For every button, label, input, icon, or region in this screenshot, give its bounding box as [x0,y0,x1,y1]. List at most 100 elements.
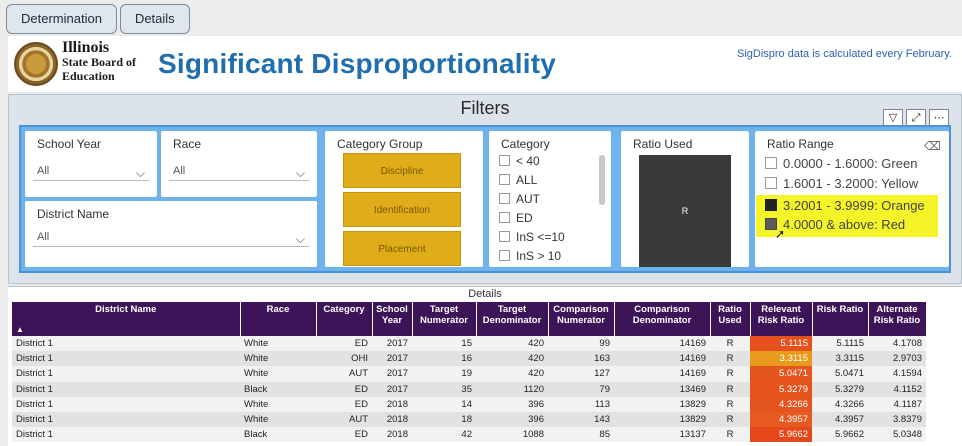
table-row[interactable]: District 1 White OHI 2017 16 420 163 14169 R 3.31… [12,351,926,367]
tab-details[interactable]: Details [119,4,190,34]
checkbox-checked[interactable] [765,218,777,230]
sort-ascending-icon[interactable]: ▲ [16,325,24,334]
school-year-value: All [37,165,50,177]
category-option[interactable]: InS > 10 [499,248,561,265]
column-header[interactable]: Comparison Denominator [614,302,711,336]
table-cell: District 1 [12,351,240,367]
focus-mode-icon[interactable]: ⤢ [906,109,926,127]
category-option[interactable]: ALL [499,172,537,189]
details-table: District Name ▲ Race Category School Year… [12,302,927,443]
table-cell: ED [316,427,372,443]
table-cell: 143 [548,411,614,428]
tab-determination[interactable]: Determination [6,4,117,34]
district-name-dropdown[interactable]: All ⌵ [33,227,309,247]
table-cell: District 1 [12,411,240,428]
category-option[interactable]: < 40 [499,153,540,170]
checkbox-checked[interactable] [765,199,777,211]
column-header[interactable]: Relevant Risk Ratio [750,302,813,336]
table-cell: 2017 [372,351,412,367]
report-tabs: Determination Details [6,4,190,34]
column-header[interactable]: Ratio Used [710,302,751,336]
category-option-label: InS <=10 [516,230,565,244]
table-row[interactable]: District 1 Black ED 2017 35 1120 79 13469 R 5.327… [12,381,926,397]
ratio-used-label: Ratio Used [633,137,693,151]
page-title: Significant Disproportionality [158,48,557,79]
table-cell: 2017 [372,366,412,382]
column-header[interactable]: District Name ▲ [12,302,241,336]
checkbox[interactable] [499,212,510,223]
table-row[interactable]: District 1 Black ED 2018 42 1088 85 13137 R 5.966… [12,427,926,443]
column-header[interactable]: Comparison Numerator [548,302,615,336]
eraser-icon[interactable]: ⌫ [924,139,941,153]
column-header[interactable]: Category [316,302,373,336]
checkbox[interactable] [499,174,510,185]
race-slicer: Race All ⌵ [161,131,317,197]
column-header[interactable]: Risk Ratio [812,302,869,336]
table-cell: Black [240,381,316,397]
race-label: Race [173,137,202,151]
category-group-discipline-button[interactable]: Discipline [343,153,461,188]
table-cell: 2017 [372,336,412,352]
ratio-range-option-label: 1.6001 - 3.2000: Yellow [783,176,919,191]
table-cell: 35 [412,381,476,397]
column-header[interactable]: Target Numerator [412,302,477,336]
checkbox[interactable] [499,193,510,204]
checkbox[interactable] [499,250,510,261]
column-header[interactable]: Alternate Risk Ratio [868,302,927,336]
table-row[interactable]: District 1 White AUT 2017 19 420 127 14169 R 5.04… [12,366,926,382]
table-cell: 5.9662 [750,427,812,443]
column-header[interactable]: Target Denominator [476,302,549,336]
ratio-range-option-yellow[interactable]: 1.6001 - 3.2000: Yellow [763,175,918,193]
column-header-label: District Name [95,304,157,315]
checkbox[interactable] [499,155,510,166]
table-cell: 13469 [614,381,710,397]
ratio-range-slicer: Ratio Range ⌫ 0.0000 - 1.6000: Green 1.6… [755,131,949,267]
category-option[interactable]: ED [499,210,533,227]
race-dropdown[interactable]: All ⌵ [169,161,309,181]
chevron-down-icon: ⌵ [295,166,305,180]
category-option[interactable]: InS <=10 [499,229,565,246]
checkbox[interactable] [765,157,777,169]
logo-line-2: State Board of [62,55,136,69]
table-cell: 15 [412,336,476,352]
category-group-identification-button[interactable]: Identification [343,192,461,227]
details-table-visual: Details District Name ▲ Race Category Sch… [8,286,962,446]
table-cell: 2018 [372,396,412,412]
category-option-label: < 40 [516,154,540,168]
table-cell: 42 [412,427,476,443]
table-row[interactable]: District 1 White AUT 2018 18 396 143 13829 R 4.39… [12,411,926,428]
table-cell: ED [316,396,372,412]
checkbox[interactable] [499,231,510,242]
table-cell: 13137 [614,427,710,443]
category-option-label: ALL [516,173,538,187]
school-year-dropdown[interactable]: All ⌵ [33,161,149,181]
table-cell: 4.1708 [868,336,926,352]
table-cell: 14169 [614,351,710,367]
filters-container: School Year All ⌵ Race All ⌵ District Na… [19,125,951,273]
category-scrollbar[interactable] [599,155,605,205]
table-cell: 3.8379 [868,411,926,428]
table-row[interactable]: District 1 White ED 2018 14 396 113 13829 R 4.326… [12,396,926,412]
column-header[interactable]: School Year [372,302,413,336]
category-option-label: AUT [516,192,540,206]
ratio-used-r-button[interactable]: R [639,155,731,267]
table-cell: White [240,396,316,412]
table-cell: 4.1152 [868,381,926,397]
table-cell: 420 [476,366,548,382]
category-option[interactable]: AUT [499,191,540,208]
ratio-range-option-green[interactable]: 0.0000 - 1.6000: Green [763,155,917,173]
column-header[interactable]: Race [240,302,317,336]
table-row[interactable]: District 1 White ED 2017 15 420 99 14169 R 5.1115… [12,336,926,352]
checkbox[interactable] [765,177,777,189]
category-group-placement-button[interactable]: Placement [343,231,461,266]
district-name-slicer: District Name All ⌵ [25,201,317,267]
category-option-label: ED [516,211,533,225]
table-cell: 99 [548,336,614,352]
table-cell: White [240,366,316,382]
ratio-range-option-orange[interactable]: 3.2001 - 3.9999: Orange [763,197,925,215]
table-cell: White [240,336,316,352]
race-value: All [173,165,186,177]
table-cell: AUT [316,411,372,428]
ratio-range-option-red[interactable]: 4.0000 & above: Red [763,216,905,234]
table-cell: 2.9703 [868,351,926,367]
